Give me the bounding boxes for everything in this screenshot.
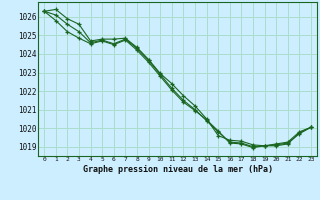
X-axis label: Graphe pression niveau de la mer (hPa): Graphe pression niveau de la mer (hPa) xyxy=(83,165,273,174)
